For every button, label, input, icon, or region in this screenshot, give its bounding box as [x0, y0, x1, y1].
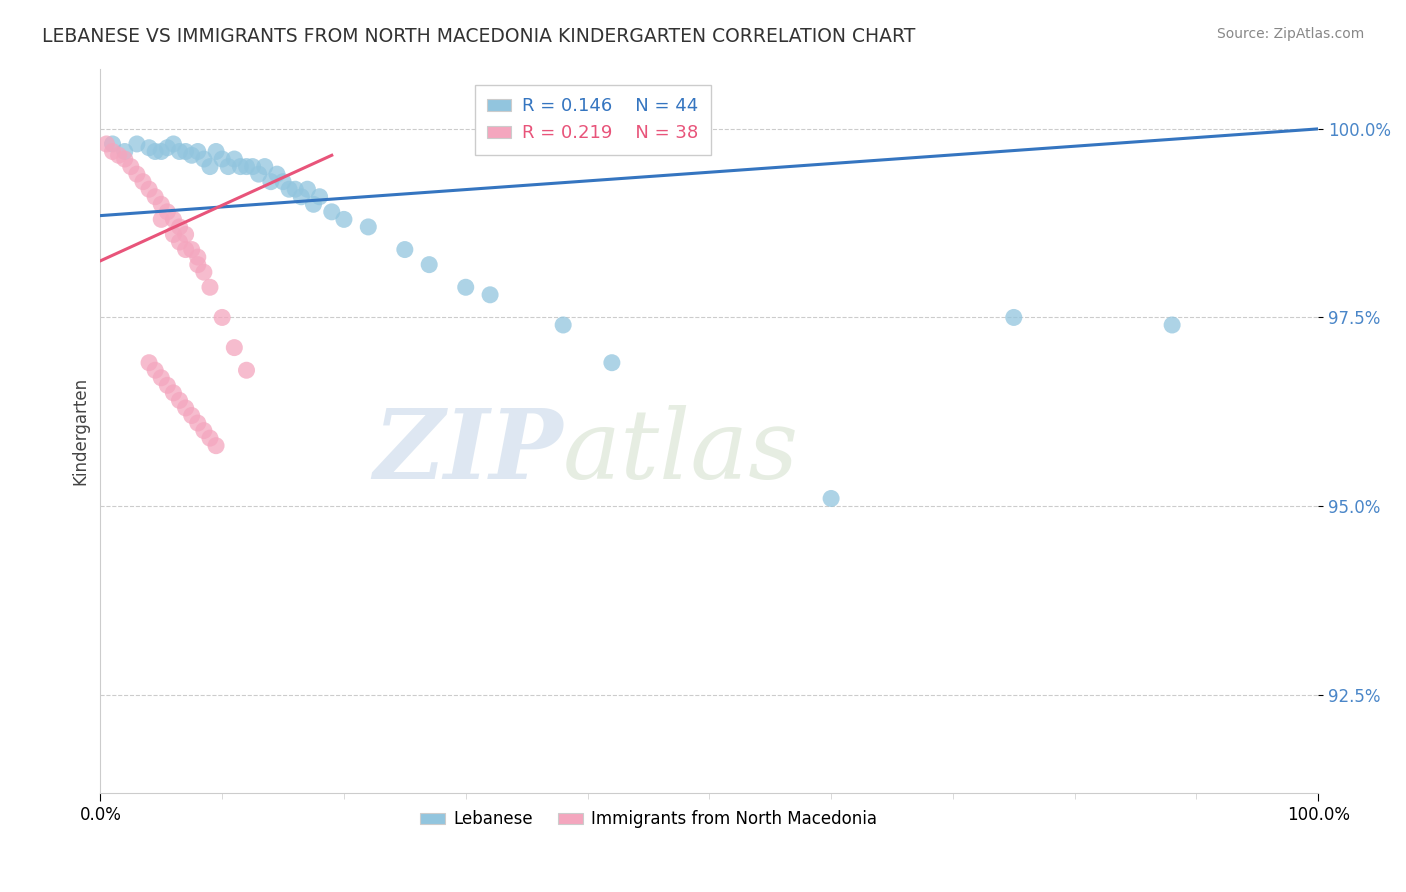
Legend: Lebanese, Immigrants from North Macedonia: Lebanese, Immigrants from North Macedoni…: [413, 804, 884, 835]
Text: atlas: atlas: [564, 405, 799, 500]
Point: [297, 182, 319, 196]
Point: [211, 310, 233, 325]
Point: [278, 182, 301, 196]
Point: [169, 393, 191, 408]
Point: [302, 197, 325, 211]
Point: [101, 145, 124, 159]
Point: [394, 243, 416, 257]
Point: [284, 182, 307, 196]
Point: [120, 160, 142, 174]
Point: [229, 160, 252, 174]
Point: [357, 219, 380, 234]
Point: [174, 227, 197, 242]
Point: [143, 145, 166, 159]
Point: [114, 145, 136, 159]
Point: [290, 190, 312, 204]
Point: [156, 141, 179, 155]
Text: Source: ZipAtlas.com: Source: ZipAtlas.com: [1216, 27, 1364, 41]
Point: [187, 258, 209, 272]
Point: [224, 152, 246, 166]
Point: [156, 378, 179, 392]
Point: [138, 182, 160, 196]
Point: [174, 145, 197, 159]
Point: [198, 431, 221, 445]
Point: [162, 212, 184, 227]
Point: [1161, 318, 1184, 332]
Point: [180, 243, 202, 257]
Text: LEBANESE VS IMMIGRANTS FROM NORTH MACEDONIA KINDERGARTEN CORRELATION CHART: LEBANESE VS IMMIGRANTS FROM NORTH MACEDO…: [42, 27, 915, 45]
Point: [107, 148, 129, 162]
Point: [271, 175, 294, 189]
Point: [138, 141, 160, 155]
Point: [479, 288, 502, 302]
Point: [180, 148, 202, 162]
Point: [1002, 310, 1025, 325]
Point: [162, 385, 184, 400]
Point: [156, 204, 179, 219]
Point: [198, 280, 221, 294]
Point: [114, 152, 136, 166]
Point: [224, 341, 246, 355]
Point: [418, 258, 440, 272]
Point: [247, 167, 270, 181]
Point: [205, 439, 228, 453]
Point: [174, 243, 197, 257]
Point: [454, 280, 477, 294]
Point: [205, 145, 228, 159]
Point: [553, 318, 575, 332]
Point: [150, 197, 173, 211]
Point: [187, 145, 209, 159]
Point: [162, 227, 184, 242]
Point: [143, 190, 166, 204]
Point: [169, 235, 191, 249]
Point: [242, 160, 264, 174]
Point: [96, 136, 118, 151]
Point: [260, 175, 283, 189]
Point: [125, 167, 148, 181]
Point: [101, 136, 124, 151]
Y-axis label: Kindergarten: Kindergarten: [72, 376, 89, 484]
Point: [820, 491, 842, 506]
Point: [193, 424, 215, 438]
Point: [198, 160, 221, 174]
Point: [150, 145, 173, 159]
Point: [600, 356, 623, 370]
Point: [138, 356, 160, 370]
Text: ZIP: ZIP: [374, 405, 564, 500]
Point: [187, 250, 209, 264]
Point: [235, 363, 257, 377]
Point: [211, 152, 233, 166]
Point: [217, 160, 239, 174]
Point: [180, 409, 202, 423]
Point: [162, 136, 184, 151]
Point: [174, 401, 197, 415]
Point: [333, 212, 356, 227]
Point: [253, 160, 276, 174]
Point: [187, 416, 209, 430]
Point: [169, 145, 191, 159]
Point: [150, 371, 173, 385]
Point: [235, 160, 257, 174]
Point: [132, 175, 155, 189]
Point: [143, 363, 166, 377]
Point: [193, 152, 215, 166]
Point: [150, 212, 173, 227]
Point: [125, 136, 148, 151]
Point: [321, 204, 343, 219]
Point: [308, 190, 330, 204]
Point: [266, 167, 288, 181]
Point: [169, 219, 191, 234]
Point: [193, 265, 215, 279]
